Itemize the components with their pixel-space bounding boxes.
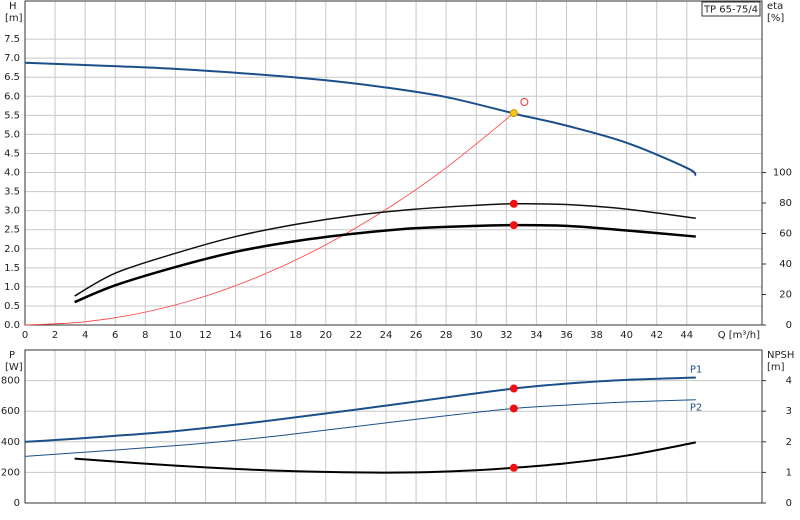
y-tick-label: 1.5 — [4, 263, 20, 274]
x-tick-label: 32 — [500, 330, 513, 341]
x-tick-label: 8 — [142, 330, 148, 341]
y-tick-label: 0.5 — [4, 301, 20, 312]
x-tick-label: 0 — [22, 330, 28, 341]
y-axis-label: P — [9, 350, 15, 361]
x-tick-label: 36 — [560, 330, 573, 341]
y2-tick-label: 0 — [786, 320, 792, 331]
y-axis-unit: [m] — [5, 13, 23, 24]
y-axis-unit: [W] — [5, 362, 23, 373]
y2-axis-label: eta — [767, 1, 783, 12]
x-tick-label: 12 — [199, 330, 212, 341]
data-point — [509, 109, 518, 118]
title-box — [701, 1, 761, 17]
series-line — [24, 399, 696, 457]
y-tick-label: 4.0 — [4, 168, 20, 179]
y2-tick-label: 40 — [779, 259, 792, 270]
y-tick-label: 5.0 — [4, 129, 20, 140]
y2-axis-label: NPSH — [767, 350, 794, 361]
series-line — [74, 223, 696, 304]
series-line — [74, 441, 697, 474]
data-point — [509, 199, 518, 208]
x-tick-label: 40 — [620, 330, 633, 341]
plot-frame — [24, 349, 763, 504]
data-point — [509, 463, 518, 472]
chart-title: TP 65-75/4 — [703, 5, 758, 16]
y-tick-label: 2.5 — [4, 225, 20, 236]
y-tick-label: 200 — [1, 467, 20, 478]
series-line — [24, 112, 515, 326]
data-point — [509, 384, 518, 393]
data-point — [509, 221, 518, 230]
x-tick-label: 4 — [82, 330, 88, 341]
series-label: P2 — [690, 403, 702, 414]
y-tick-label: 7.0 — [4, 53, 20, 64]
y-tick-label: 1.0 — [4, 282, 20, 293]
x-tick-label: 14 — [229, 330, 242, 341]
x-tick-label: 30 — [470, 330, 483, 341]
y-tick-label: 5.5 — [4, 110, 20, 121]
y2-axis-unit: [%] — [767, 13, 784, 24]
y2-tick-label: 4 — [786, 376, 792, 387]
y-tick-label: 3.5 — [4, 187, 20, 198]
x-tick-label: 20 — [319, 330, 332, 341]
y2-tick-label: 20 — [779, 290, 792, 301]
series-line — [24, 376, 696, 443]
y2-tick-label: 1 — [786, 467, 792, 478]
x-tick-label: 38 — [590, 330, 603, 341]
y2-tick-label: 0 — [786, 498, 792, 509]
x-axis-label: Q [m³/h] — [718, 330, 760, 341]
y-tick-label: 4.5 — [4, 148, 20, 159]
y-axis-label: H — [9, 1, 17, 12]
y-tick-label: 600 — [1, 406, 20, 417]
y-tick-label: 800 — [1, 376, 20, 387]
y-tick-label: 7.5 — [4, 34, 20, 45]
x-tick-label: 42 — [650, 330, 663, 341]
x-tick-label: 24 — [380, 330, 393, 341]
x-tick-label: 2 — [52, 330, 58, 341]
series-line — [24, 61, 697, 177]
x-tick-label: 22 — [350, 330, 363, 341]
y-tick-label: 6.0 — [4, 91, 20, 102]
plot-frame — [24, 0, 763, 326]
data-point — [520, 98, 529, 107]
data-point — [509, 404, 518, 413]
y-tick-label: 2.0 — [4, 244, 20, 255]
y2-tick-label: 80 — [779, 198, 792, 209]
y2-tick-label: 3 — [786, 406, 792, 417]
y2-tick-label: 100 — [773, 168, 792, 179]
y2-tick-label: 2 — [786, 437, 792, 448]
x-tick-label: 26 — [410, 330, 423, 341]
y-tick-label: 400 — [1, 437, 20, 448]
y-tick-label: 3.0 — [4, 206, 20, 217]
x-tick-label: 6 — [112, 330, 118, 341]
x-tick-label: 34 — [530, 330, 543, 341]
y2-axis-unit: [m] — [767, 362, 785, 373]
y-tick-label: 6.5 — [4, 72, 20, 83]
series-label: P1 — [690, 365, 702, 376]
series-line — [74, 202, 696, 297]
x-tick-label: 16 — [259, 330, 272, 341]
y-tick-label: 0 — [14, 498, 20, 509]
x-tick-label: 44 — [680, 330, 693, 341]
x-tick-label: 28 — [440, 330, 453, 341]
x-tick-label: 18 — [289, 330, 302, 341]
x-tick-label: 10 — [169, 330, 182, 341]
y2-tick-label: 60 — [779, 229, 792, 240]
y-tick-label: 0.0 — [4, 320, 20, 331]
